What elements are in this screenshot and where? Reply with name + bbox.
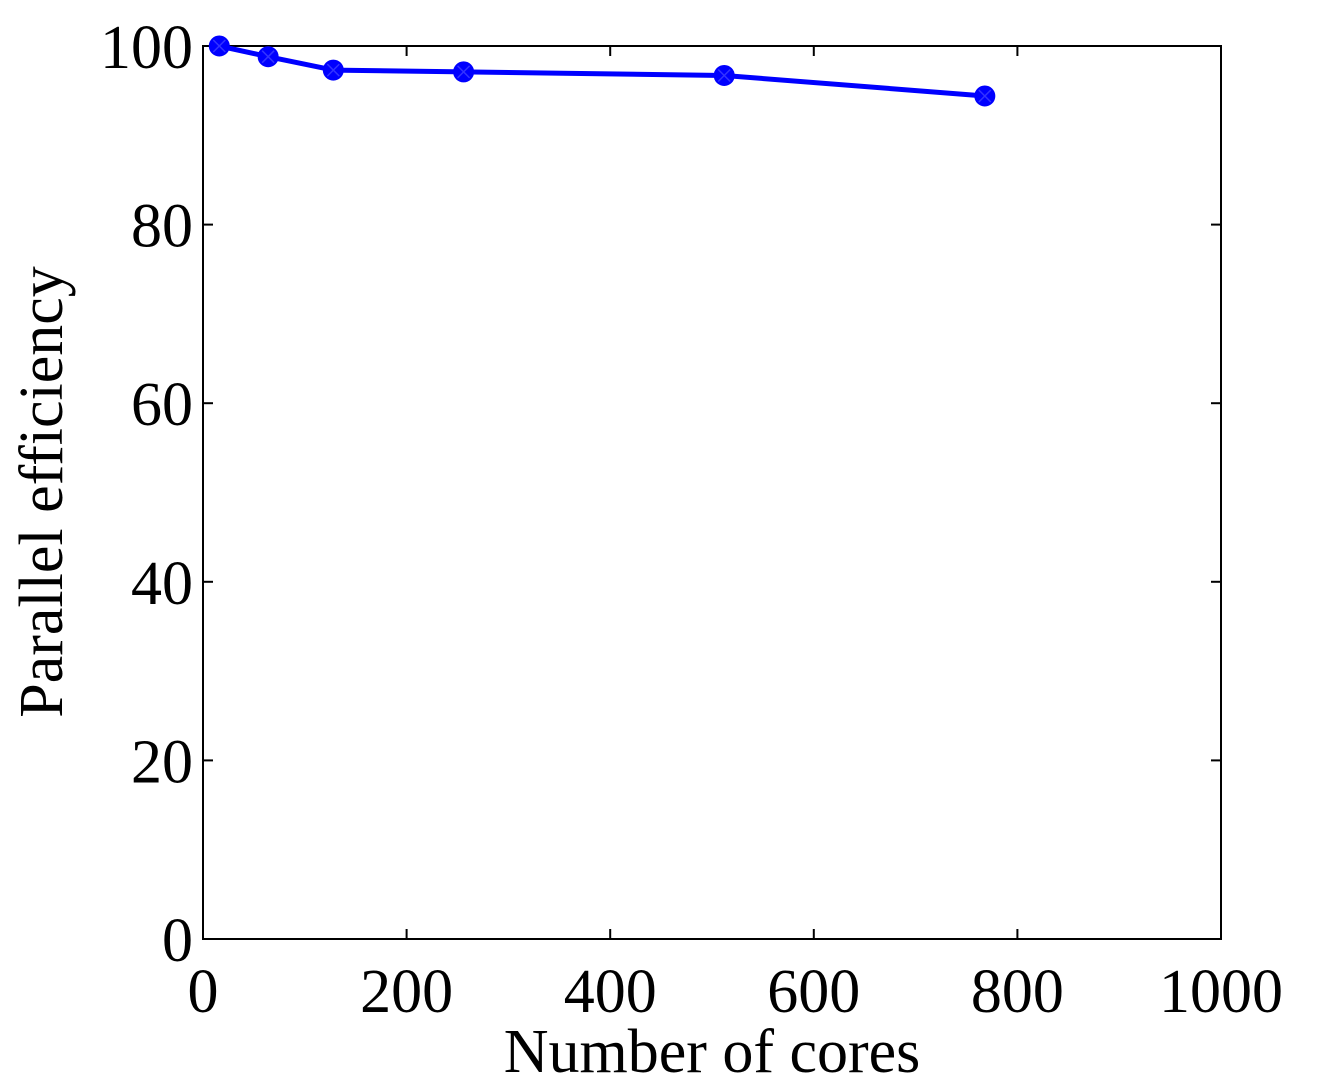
data-point-mark [326,63,340,77]
x-tick-label: 0 [188,958,219,1026]
x-tick-label: 400 [564,958,657,1026]
x-tick-label: 800 [971,958,1064,1026]
x-tick-labels: 0 200 400 600 800 1000 [188,958,1284,1026]
y-tick-label: 60 [131,371,193,439]
series-group [208,35,996,107]
y-tick-label: 40 [131,550,193,618]
plot-area [202,45,1222,940]
x-axis-title: Number of cores [504,1018,921,1080]
data-point-mark [261,50,275,64]
x-tick-label: 600 [767,958,860,1026]
data-point-mark [717,68,731,82]
y-tick-labels: 0 20 40 60 80 100 [100,14,193,975]
y-tick-label: 0 [162,907,193,975]
y-axis-title: Parallel efficiency [8,266,76,718]
data-point-mark [212,39,226,53]
x-tick-label: 200 [360,958,453,1026]
data-point-mark [978,89,992,103]
y-tick-label: 80 [131,193,193,261]
data-point-mark [457,65,471,79]
y-tick-label: 100 [100,14,193,82]
y-tick-label: 20 [131,728,193,796]
x-tick-label: 1000 [1159,958,1283,1026]
